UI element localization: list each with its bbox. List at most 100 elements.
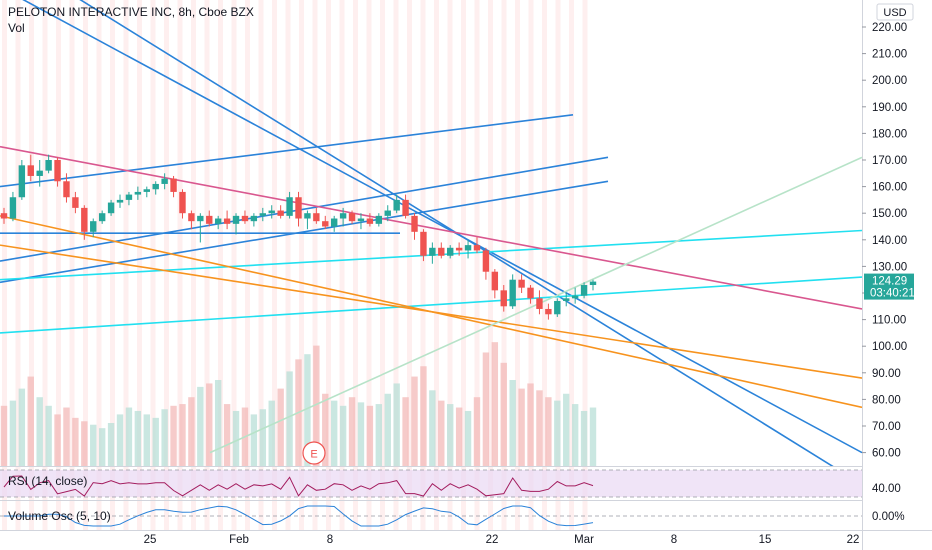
volume-bar xyxy=(27,376,34,466)
candle xyxy=(304,210,311,230)
currency-button[interactable]: USD xyxy=(876,3,914,21)
candle xyxy=(188,210,195,230)
volume-bar xyxy=(500,362,507,466)
time-tick-label: 8 xyxy=(327,534,333,546)
price-tick-label: 180.00 xyxy=(872,128,907,140)
volume-bar xyxy=(268,400,275,466)
volume-bar xyxy=(339,405,347,466)
candle xyxy=(152,181,159,195)
volume-bar xyxy=(402,397,409,466)
last-price-countdown: 03:40:21 xyxy=(870,288,915,300)
volume-bar xyxy=(313,345,320,466)
candle xyxy=(0,207,8,224)
candle xyxy=(411,213,418,240)
volume-bars xyxy=(0,342,597,466)
volume-bar xyxy=(393,383,400,466)
candle xyxy=(339,207,347,227)
osc-level-label: 0.00% xyxy=(872,511,905,523)
trend-line[interactable] xyxy=(60,0,862,485)
candle xyxy=(268,205,275,219)
symbol-title: PELOTON INTERACTIVE INC, 8h, Cboe BZX xyxy=(8,5,254,19)
earnings-marker-label: E xyxy=(310,449,317,461)
trend-line[interactable] xyxy=(0,215,862,409)
volume-bar xyxy=(348,397,356,466)
volume-bar xyxy=(286,371,293,466)
volume-bar xyxy=(491,342,499,466)
candle xyxy=(473,237,481,254)
candlestick-series xyxy=(0,154,597,320)
candle xyxy=(393,194,400,214)
candle xyxy=(179,189,186,219)
volume-bar xyxy=(527,383,534,466)
trend-line[interactable] xyxy=(209,156,862,454)
rsi-panel[interactable]: RSI (14, close) xyxy=(0,469,862,498)
candle xyxy=(36,160,43,187)
volume-bar xyxy=(429,390,436,466)
price-tick-label: 80.00 xyxy=(872,394,901,406)
volume-bar xyxy=(9,400,17,466)
price-tick-label: 110.00 xyxy=(872,315,906,327)
candle xyxy=(27,154,34,182)
volume-bar xyxy=(304,354,311,466)
volume-bar xyxy=(545,397,552,466)
volume-bar xyxy=(214,380,222,466)
candle xyxy=(90,218,97,238)
candle xyxy=(206,210,213,227)
candle xyxy=(518,274,525,293)
volume-bar xyxy=(250,414,258,466)
volume-bar xyxy=(357,402,365,466)
time-tick-label: 25 xyxy=(144,534,157,546)
candle xyxy=(545,303,552,320)
price-tick-label: 200.00 xyxy=(872,75,907,87)
volume-bar xyxy=(366,405,374,466)
candle xyxy=(143,186,150,198)
volume-bar xyxy=(554,400,561,466)
candle xyxy=(527,285,534,304)
trend-line[interactable] xyxy=(0,145,862,310)
trend-line[interactable] xyxy=(0,180,609,284)
volume-bar xyxy=(580,410,588,466)
candle xyxy=(223,210,231,230)
volume-bar xyxy=(420,366,427,466)
volume-bar xyxy=(125,407,133,466)
candle xyxy=(366,213,374,227)
candle xyxy=(330,215,338,232)
trend-line[interactable] xyxy=(0,276,862,334)
volume-bar xyxy=(277,388,284,466)
volume-bar xyxy=(90,424,97,466)
candle xyxy=(420,229,427,262)
volume-bar xyxy=(330,400,338,466)
candle xyxy=(384,205,391,222)
volume-bar xyxy=(589,407,597,466)
volume-bar xyxy=(143,414,150,466)
volume-bar xyxy=(98,428,106,466)
volume-bar xyxy=(223,404,231,466)
volume-osc-line xyxy=(4,505,594,527)
candle xyxy=(295,191,302,227)
earnings-marker[interactable]: E xyxy=(302,441,326,465)
candle xyxy=(81,205,88,240)
volume-bar xyxy=(455,407,463,466)
price-tick-label: 150.00 xyxy=(872,208,907,220)
time-axis[interactable]: 25 Feb 8 22 Mar 8 15 22 xyxy=(144,534,860,546)
trend-line[interactable] xyxy=(0,0,862,454)
volume-bar xyxy=(54,414,61,466)
candle xyxy=(197,213,204,243)
price-axis[interactable]: 220.00 210.00 200.00 190.00 180.00 170.00 160.… xyxy=(862,22,907,460)
trend-line[interactable] xyxy=(0,113,574,188)
candle xyxy=(277,205,284,219)
candle xyxy=(250,213,258,227)
trend-line[interactable] xyxy=(0,156,609,262)
candle xyxy=(447,245,454,259)
volume-bar xyxy=(411,376,418,466)
candle xyxy=(357,213,365,230)
rsi-line xyxy=(3,475,594,497)
volume-osc-panel[interactable]: Volume Osc (5, 10) xyxy=(0,505,862,527)
rsi-title: RSI (14, close) xyxy=(8,474,87,488)
candle xyxy=(170,175,177,198)
volume-bar xyxy=(170,405,177,466)
time-tick-label: 15 xyxy=(759,534,772,546)
volume-bar xyxy=(81,421,88,466)
volume-bar xyxy=(188,397,195,466)
